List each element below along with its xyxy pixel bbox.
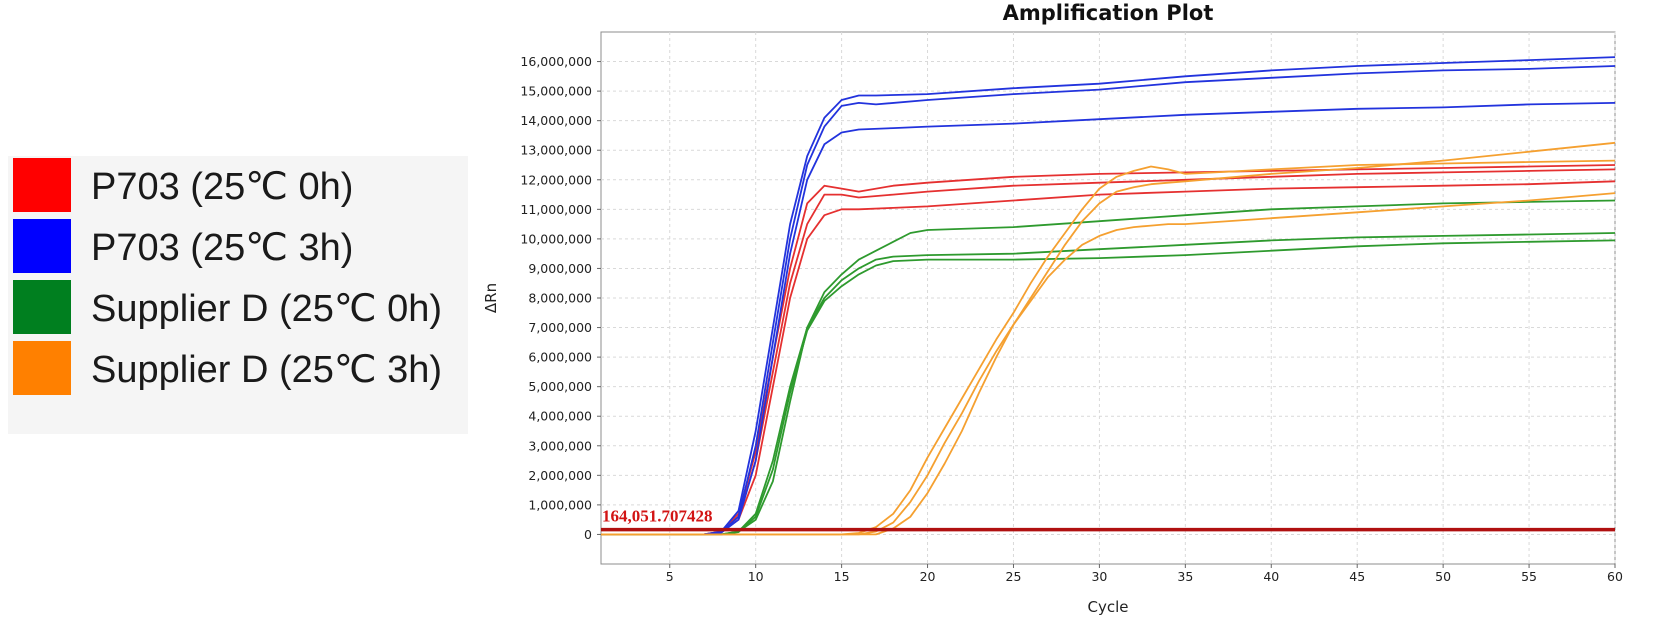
y-tick-label: 2,000,000 bbox=[528, 468, 592, 483]
series-layer bbox=[601, 56, 1616, 536]
series-line-8 bbox=[601, 232, 1616, 536]
series-line-12 bbox=[601, 141, 1616, 536]
y-tick-label: 12,000,000 bbox=[520, 172, 592, 187]
y-axis-label: ΔRn bbox=[482, 283, 500, 313]
x-tick-label: 20 bbox=[920, 569, 936, 584]
x-tick-label: 15 bbox=[834, 569, 850, 584]
x-tick-label: 5 bbox=[666, 569, 674, 584]
x-tick-label: 45 bbox=[1349, 569, 1365, 584]
legend-swatch bbox=[13, 158, 71, 212]
series-line-9 bbox=[601, 239, 1616, 536]
legend-swatch bbox=[13, 341, 71, 395]
series-line-5 bbox=[601, 65, 1616, 536]
series-line-6 bbox=[601, 102, 1616, 536]
axis-ticks: 0 1,000,000 2,000,000 3,000,000 4,000,000 5,0… bbox=[520, 54, 1623, 584]
y-tick-label: 5,000,000 bbox=[528, 379, 592, 394]
x-tick-label: 50 bbox=[1435, 569, 1451, 584]
grid bbox=[601, 32, 1616, 564]
series-line-2 bbox=[601, 180, 1616, 536]
y-tick-label: 14,000,000 bbox=[520, 113, 592, 128]
y-tick-label: 11,000,000 bbox=[520, 202, 592, 217]
y-tick-label: 13,000,000 bbox=[520, 143, 592, 158]
legend-label: Supplier D (25℃ 0h) bbox=[91, 288, 443, 330]
y-tick-label: 0 bbox=[584, 527, 592, 542]
y-tick-label: 6,000,000 bbox=[528, 350, 592, 365]
legend-swatch bbox=[13, 219, 71, 273]
legend-label: Supplier D (25℃ 3h) bbox=[91, 349, 443, 391]
legend-item-p703-0h: P703 (25℃ 0h) bbox=[13, 156, 463, 216]
x-tick-label: 55 bbox=[1521, 569, 1537, 584]
y-tick-label: 8,000,000 bbox=[528, 291, 592, 306]
y-tick-label: 7,000,000 bbox=[528, 320, 592, 335]
threshold-label: 164,051.707428 bbox=[602, 507, 713, 526]
legend-label: P703 (25℃ 3h) bbox=[91, 227, 354, 269]
y-tick-label: 16,000,000 bbox=[520, 54, 592, 69]
x-tick-label: 30 bbox=[1091, 569, 1107, 584]
legend: P703 (25℃ 0h) P703 (25℃ 3h) Supplier D (… bbox=[8, 156, 468, 434]
y-tick-label: 10,000,000 bbox=[520, 231, 592, 246]
y-tick-label: 9,000,000 bbox=[528, 261, 592, 276]
legend-item-p703-3h: P703 (25℃ 3h) bbox=[13, 217, 463, 277]
y-tick-label: 15,000,000 bbox=[520, 84, 592, 99]
legend-item-supplier-d-0h: Supplier D (25℃ 0h) bbox=[13, 278, 463, 338]
y-tick-label: 3,000,000 bbox=[528, 438, 592, 453]
x-tick-label: 25 bbox=[1006, 569, 1022, 584]
legend-swatch bbox=[13, 280, 71, 334]
x-axis-label: Cycle bbox=[1088, 598, 1129, 616]
chart-title: Amplification Plot bbox=[1003, 1, 1214, 25]
series-line-11 bbox=[601, 192, 1616, 536]
series-line-10 bbox=[601, 159, 1616, 536]
x-tick-label: 40 bbox=[1263, 569, 1279, 584]
legend-label: P703 (25℃ 0h) bbox=[91, 166, 354, 208]
x-tick-label: 10 bbox=[748, 569, 764, 584]
y-tick-label: 4,000,000 bbox=[528, 409, 592, 424]
threshold-layer: 164,051.707428 bbox=[601, 507, 1615, 532]
x-tick-label: 35 bbox=[1177, 569, 1193, 584]
series-line-4 bbox=[601, 56, 1616, 536]
x-tick-label: 60 bbox=[1607, 569, 1623, 584]
legend-item-supplier-d-3h: Supplier D (25℃ 3h) bbox=[13, 339, 463, 399]
series-line-7 bbox=[601, 199, 1616, 536]
y-tick-label: 1,000,000 bbox=[528, 497, 592, 512]
amplification-plot: 0 1,000,000 2,000,000 3,000,000 4,000,000 5,0… bbox=[482, 1, 1623, 616]
